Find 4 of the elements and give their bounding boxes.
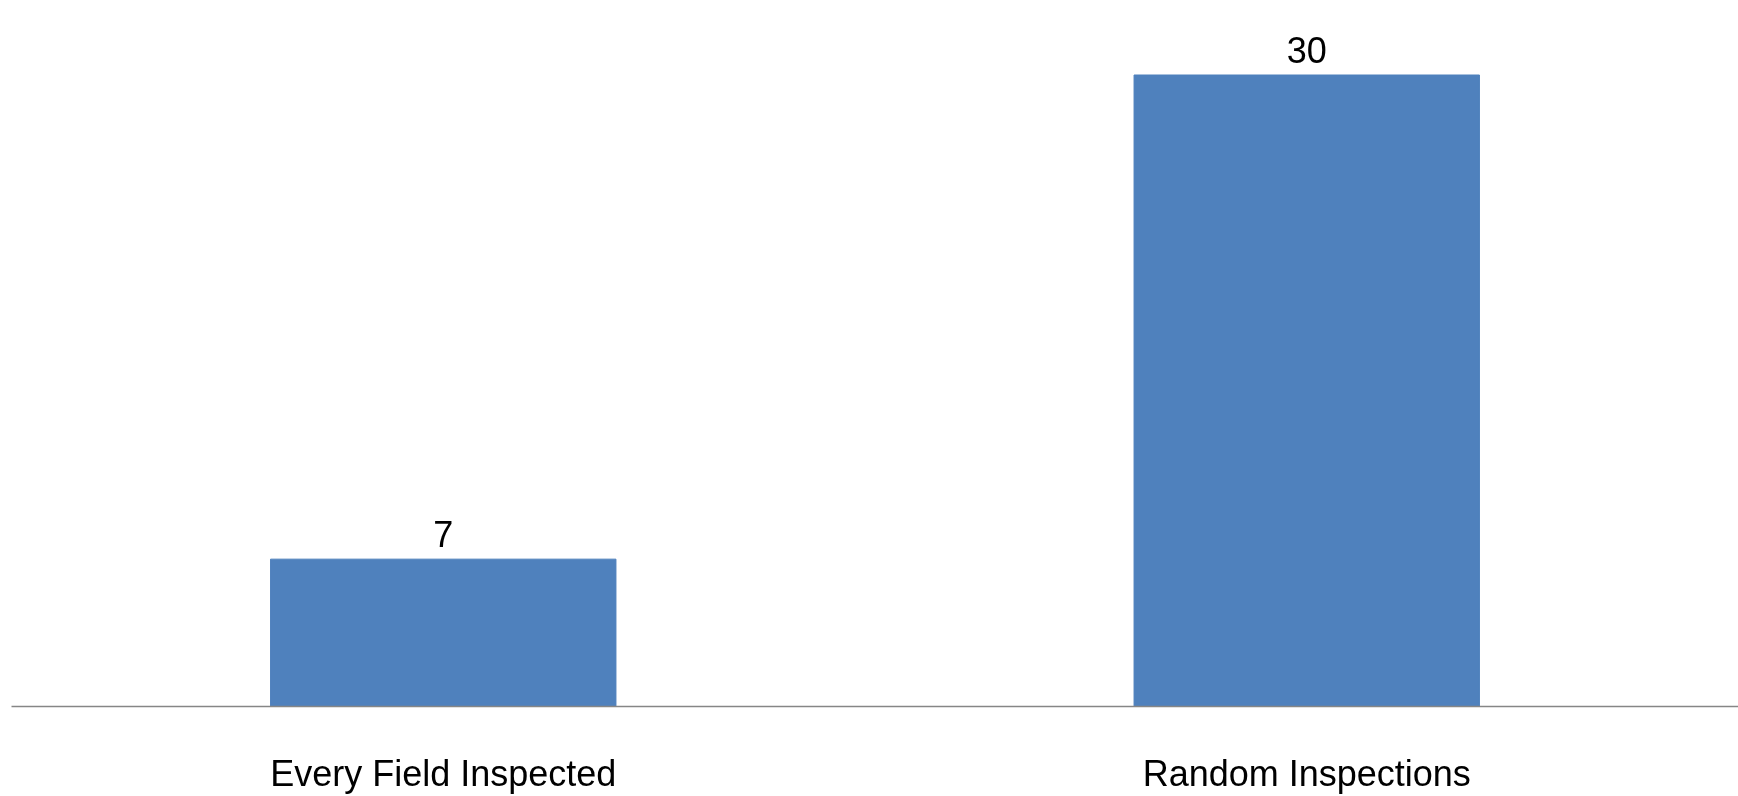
data-label: 30: [1286, 30, 1327, 72]
x-tick-label: Random Inspections: [1142, 752, 1471, 794]
data-label: 7: [433, 514, 454, 556]
x-tick-label: Every Field Inspected: [270, 752, 617, 794]
